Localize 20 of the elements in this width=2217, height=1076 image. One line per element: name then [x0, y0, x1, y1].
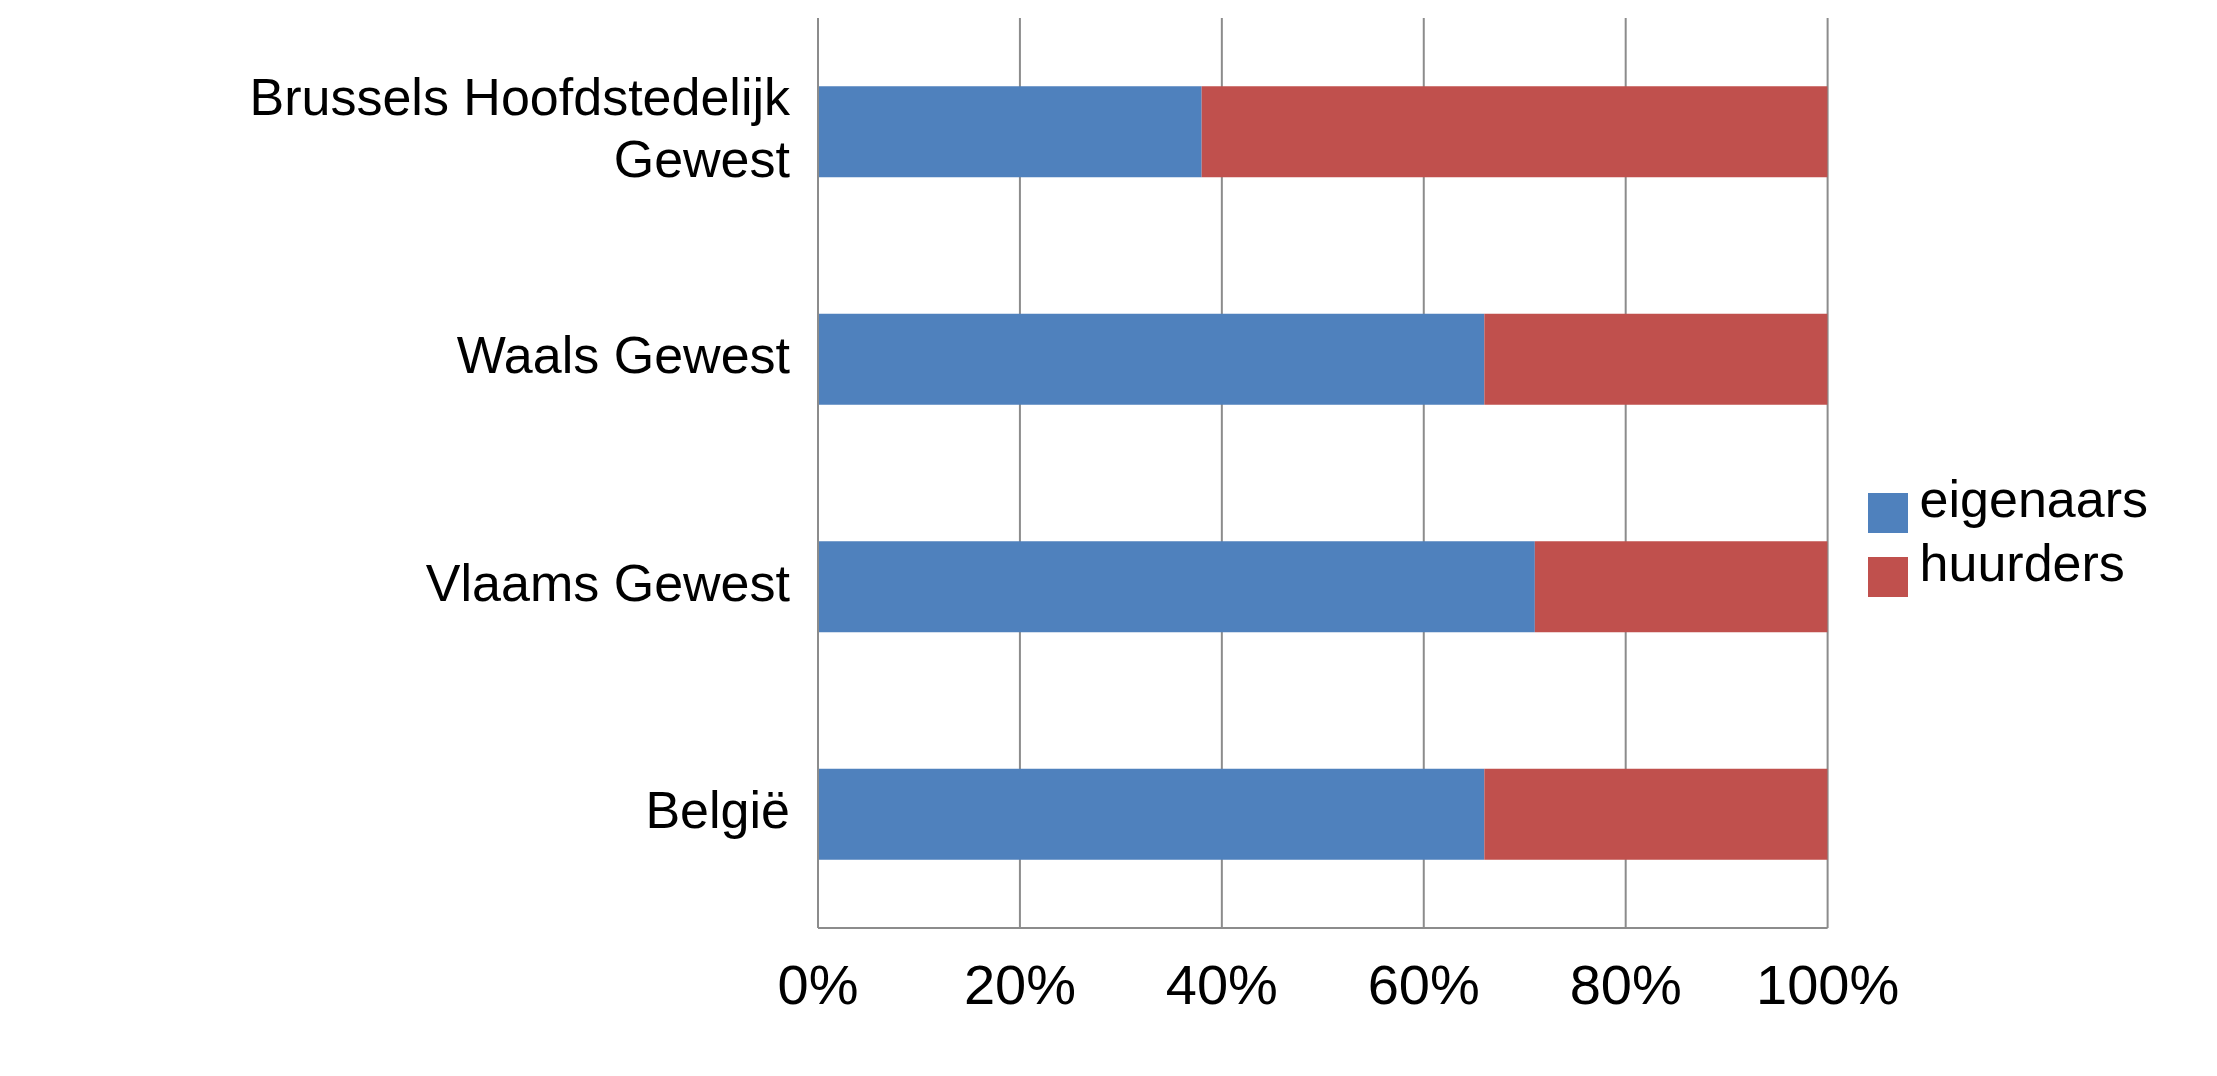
x-tick-label: 60% — [1367, 952, 1480, 1016]
y-tick-label: België — [645, 780, 790, 839]
bar — [818, 541, 1535, 633]
x-tick-label: 80% — [1569, 952, 1682, 1016]
legend-label: huurders — [1919, 534, 2125, 592]
x-tick-label: 20% — [963, 952, 1076, 1016]
bar — [818, 768, 1485, 860]
bar — [1534, 541, 1828, 633]
y-tick-label: Waals Gewest — [456, 325, 791, 384]
bar — [818, 313, 1485, 405]
y-tick-label: Vlaams Gewest — [425, 553, 791, 612]
bar — [1484, 313, 1828, 405]
bar — [1484, 768, 1828, 860]
x-tick-label: 40% — [1165, 952, 1278, 1016]
x-tick-label: 100% — [1755, 952, 1900, 1016]
legend-label: eigenaars — [1919, 470, 2148, 529]
x-tick-label: 0% — [777, 952, 859, 1016]
bar — [1201, 86, 1828, 178]
y-tick-label: Brussels Hoofdstedelijk Gewest — [249, 67, 791, 188]
bar — [818, 86, 1202, 178]
